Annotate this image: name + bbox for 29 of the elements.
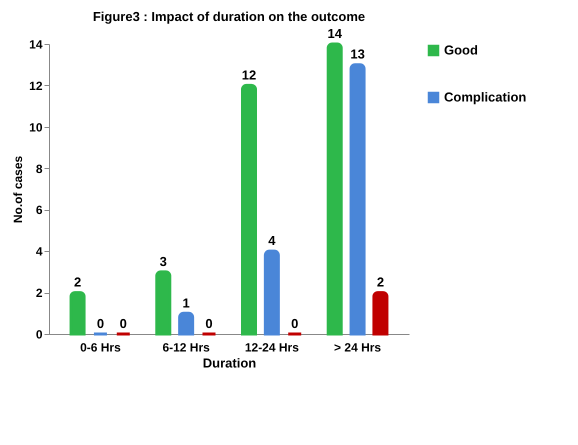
y-tick-label: 4 xyxy=(36,244,43,259)
data-label: 2 xyxy=(74,274,82,290)
y-axis-title: No.of cases xyxy=(11,155,26,224)
data-label: 14 xyxy=(327,26,343,41)
x-tick-label: 6-12 Hrs xyxy=(162,340,210,354)
y-tick-label: 10 xyxy=(29,120,43,134)
y-tick-label: 14 xyxy=(29,38,43,52)
legend-label: Good xyxy=(444,42,478,58)
data-label: 1 xyxy=(182,295,190,310)
x-tick-label: 12-24 Hrs xyxy=(244,340,300,354)
x-tick-label: 0-6 Hrs xyxy=(80,340,122,354)
y-tick-label: 0 xyxy=(36,328,43,342)
chart-title: Figure3 : Impact of duration on the outcome xyxy=(92,9,366,24)
data-label: 13 xyxy=(350,46,365,62)
data-label: 12 xyxy=(242,67,256,82)
data-label: 0 xyxy=(96,316,104,331)
data-label: 2 xyxy=(376,274,384,290)
x-tick-label: > 24 Hrs xyxy=(334,340,382,354)
legend-label: Complication xyxy=(444,90,526,104)
data-label: 0 xyxy=(291,316,298,331)
y-tick-label: 12 xyxy=(29,78,43,93)
data-label: 0 xyxy=(120,316,127,331)
x-axis-title: Duration xyxy=(202,356,256,370)
data-label: 4 xyxy=(268,233,276,248)
y-tick-label: 6 xyxy=(36,203,43,218)
data-label: 0 xyxy=(205,316,213,331)
y-tick-label: 2 xyxy=(36,286,43,300)
data-label: 3 xyxy=(160,254,167,269)
y-tick-label: 8 xyxy=(36,162,43,176)
